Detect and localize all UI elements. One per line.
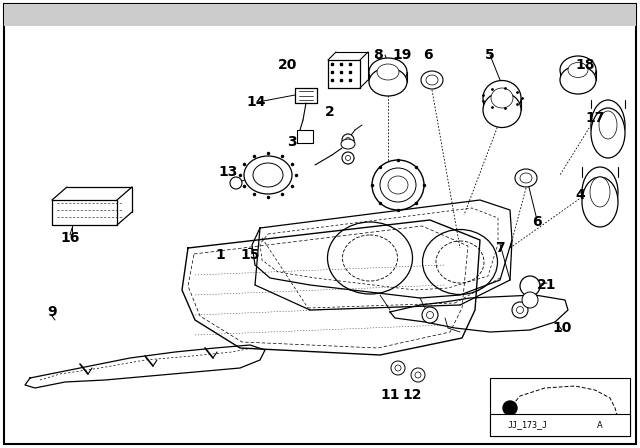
Ellipse shape — [582, 177, 618, 227]
Circle shape — [522, 292, 538, 308]
Ellipse shape — [244, 156, 292, 194]
Ellipse shape — [582, 167, 618, 217]
Circle shape — [230, 177, 242, 189]
Ellipse shape — [591, 100, 625, 150]
Bar — [4, 4, 636, 26]
Text: 9: 9 — [47, 305, 57, 319]
Ellipse shape — [560, 66, 596, 94]
Text: 6: 6 — [423, 48, 433, 62]
Circle shape — [342, 152, 354, 164]
Circle shape — [411, 368, 425, 382]
Ellipse shape — [520, 173, 532, 183]
Circle shape — [516, 306, 524, 314]
Ellipse shape — [491, 88, 513, 108]
Ellipse shape — [568, 63, 588, 78]
Circle shape — [415, 372, 421, 378]
Text: 1: 1 — [215, 248, 225, 262]
Ellipse shape — [388, 176, 408, 194]
Ellipse shape — [483, 92, 521, 128]
Circle shape — [346, 155, 351, 160]
Text: 11: 11 — [380, 388, 400, 402]
Ellipse shape — [590, 177, 610, 207]
Circle shape — [395, 365, 401, 371]
Text: 2: 2 — [325, 105, 335, 119]
Circle shape — [426, 311, 433, 319]
Text: 20: 20 — [278, 58, 298, 72]
Text: 7: 7 — [495, 241, 505, 255]
Text: 3: 3 — [287, 135, 297, 149]
Circle shape — [342, 134, 354, 146]
Ellipse shape — [380, 168, 416, 202]
Ellipse shape — [253, 163, 283, 187]
Ellipse shape — [426, 75, 438, 85]
Text: 4: 4 — [575, 188, 585, 202]
Ellipse shape — [372, 160, 424, 210]
Ellipse shape — [560, 56, 596, 84]
Text: 17: 17 — [586, 111, 605, 125]
Ellipse shape — [515, 169, 537, 187]
Ellipse shape — [369, 58, 407, 86]
Text: 5: 5 — [485, 48, 495, 62]
Circle shape — [422, 307, 438, 323]
Text: 13: 13 — [218, 165, 237, 179]
Circle shape — [520, 276, 540, 296]
Circle shape — [391, 361, 405, 375]
Text: 6: 6 — [532, 215, 542, 229]
Bar — [490, 378, 630, 436]
Ellipse shape — [369, 68, 407, 96]
Ellipse shape — [377, 64, 399, 80]
Text: 10: 10 — [552, 321, 572, 335]
Circle shape — [346, 138, 351, 142]
Bar — [490, 414, 630, 436]
Text: A: A — [597, 421, 603, 430]
Ellipse shape — [421, 71, 443, 89]
Ellipse shape — [599, 111, 617, 139]
Text: 14: 14 — [246, 95, 266, 109]
Text: 16: 16 — [60, 231, 80, 245]
Circle shape — [512, 302, 528, 318]
Ellipse shape — [591, 108, 625, 158]
Ellipse shape — [483, 81, 521, 116]
Text: 19: 19 — [392, 48, 412, 62]
Text: 12: 12 — [403, 388, 422, 402]
Text: 15: 15 — [240, 248, 260, 262]
Circle shape — [503, 401, 517, 415]
Text: 18: 18 — [575, 58, 595, 72]
Text: JJ_173_J: JJ_173_J — [508, 421, 548, 430]
Ellipse shape — [341, 139, 355, 149]
Text: 8: 8 — [373, 48, 383, 62]
Text: 21: 21 — [537, 278, 557, 292]
